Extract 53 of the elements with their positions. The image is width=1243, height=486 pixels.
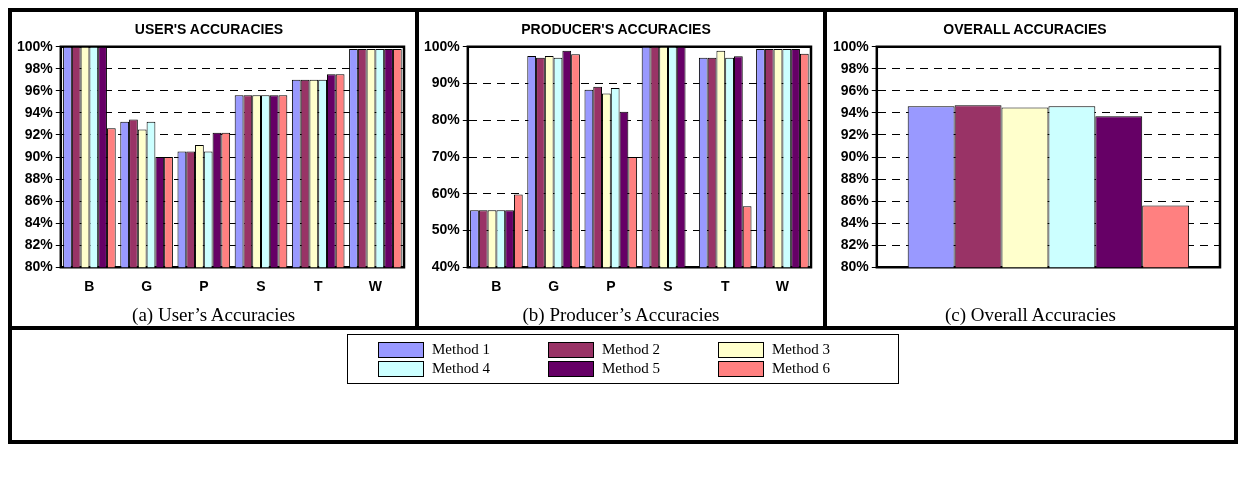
legend-label: Method 6 — [772, 360, 830, 377]
legend-label: Method 2 — [602, 341, 660, 358]
y-tick-label: 90% — [24, 147, 54, 164]
x-tick-label: P — [606, 278, 616, 295]
y-tick-label: 80% — [24, 258, 54, 275]
y-tick-label: 86% — [24, 191, 54, 208]
chart-title: OVERALL ACCURACIES — [943, 21, 1108, 38]
x-tick-label: B — [84, 278, 95, 295]
y-tick-label: 82% — [24, 236, 54, 253]
x-tick-label: G — [548, 278, 560, 295]
y-tick-label: 60% — [431, 184, 461, 201]
text: (a) User’s Accuracies — [131, 304, 297, 326]
chart-title: PRODUCER'S ACCURACIES — [521, 21, 711, 38]
y-tick-label: 84% — [841, 213, 870, 230]
y-tick-label: 80% — [431, 111, 461, 128]
y-tick-label: 96% — [24, 81, 54, 98]
x-tick-label: T — [720, 278, 730, 295]
legend-label: Method 1 — [432, 341, 490, 358]
text: (b) Producer’s Accuracies — [521, 304, 721, 326]
y-tick-label: 96% — [841, 81, 870, 98]
x-tick-label: B — [491, 278, 502, 295]
y-tick-label: 88% — [841, 169, 870, 186]
x-tick-label: W — [368, 278, 383, 295]
y-tick-label: 92% — [841, 125, 870, 142]
legend-label: Method 5 — [602, 360, 660, 377]
y-tick-label: 90% — [431, 74, 461, 91]
y-tick-label: 100% — [833, 37, 870, 54]
legend-label: Method 4 — [432, 360, 490, 377]
y-tick-label: 82% — [841, 236, 870, 253]
y-tick-label: 80% — [841, 258, 870, 275]
y-tick-label: 100% — [424, 37, 461, 54]
y-tick-label: 40% — [431, 258, 461, 275]
legend-label: Method 3 — [772, 341, 830, 358]
y-tick-label: 98% — [24, 59, 54, 76]
y-tick-label: 94% — [841, 103, 870, 120]
x-tick-label: S — [256, 278, 266, 295]
y-tick-label: 86% — [841, 191, 870, 208]
x-tick-label: W — [775, 278, 790, 295]
chart-title: USER'S ACCURACIES — [134, 21, 283, 38]
x-tick-label: P — [198, 278, 209, 295]
y-tick-label: 92% — [24, 125, 54, 142]
y-tick-label: 88% — [24, 169, 54, 186]
x-tick-label: T — [313, 278, 323, 295]
y-tick-label: 84% — [24, 213, 54, 230]
text: (c) Overall Accuracies — [943, 304, 1117, 326]
y-tick-label: 90% — [841, 147, 870, 164]
y-tick-label: 50% — [431, 221, 461, 238]
y-tick-label: 70% — [431, 147, 461, 164]
y-tick-label: 100% — [16, 37, 54, 54]
y-tick-label: 94% — [24, 103, 54, 120]
x-tick-label: S — [663, 278, 673, 295]
x-tick-label: G — [140, 278, 152, 295]
y-tick-label: 98% — [841, 59, 870, 76]
